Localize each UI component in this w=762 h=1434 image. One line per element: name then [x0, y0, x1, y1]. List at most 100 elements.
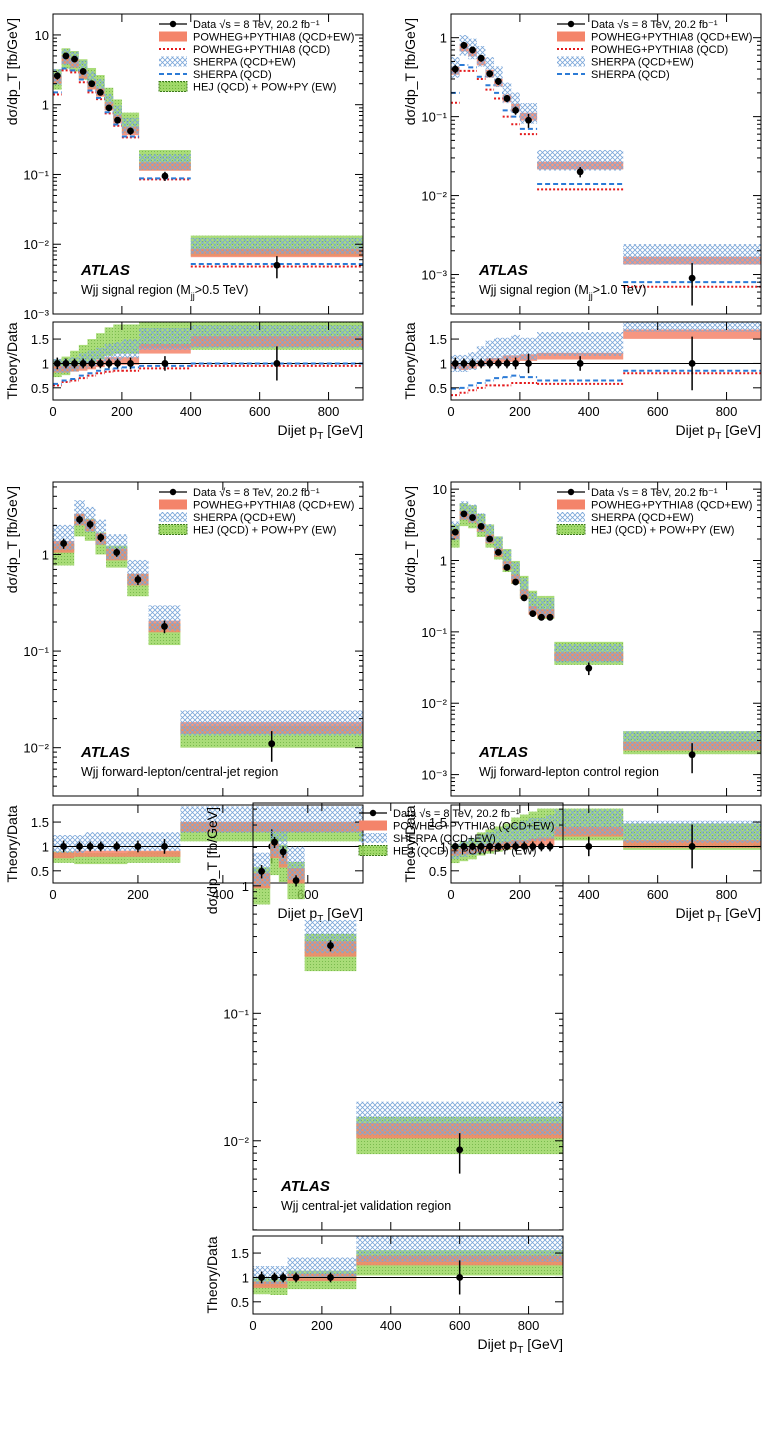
- legend-item-powheg_qcdew: POWHEG+PYTHIA8 (QCD+EW): [359, 820, 554, 833]
- legend-label: SHERPA (QCD+EW): [193, 57, 296, 69]
- ratio-data-point: [279, 1274, 287, 1281]
- sherpa-qcdew-band: [485, 524, 495, 543]
- sherpa-qcdew-band: [545, 598, 555, 617]
- legend-item-data: Data √s = 8 TeV, 20.2 fb⁻¹: [557, 19, 718, 31]
- sherpa-qcdew-band: [485, 57, 495, 78]
- legend-data-marker: [169, 20, 177, 28]
- sherpa-qcdew-band: [95, 519, 107, 545]
- hej-ratio-band: [148, 851, 181, 863]
- y-tick-label: 10⁻¹: [421, 110, 447, 125]
- x-tick-label: 800: [518, 1318, 540, 1333]
- legend: Data √s = 8 TeV, 20.2 fb⁻¹POWHEG+PYTHIA8…: [556, 487, 752, 537]
- data-point: [460, 41, 468, 49]
- x-axis-label: Dijet pT [GeV]: [676, 422, 761, 442]
- ratio-plot-area: [253, 1236, 563, 1295]
- legend-label: Data √s = 8 TeV, 20.2 fb⁻¹: [393, 808, 520, 820]
- data-point: [486, 535, 494, 543]
- sherpa-qcdew-band: [53, 524, 75, 551]
- ratio-y-tick-label: 0.5: [231, 1295, 249, 1310]
- sherpa-qcdew-ratio-band: [190, 325, 363, 348]
- ratio-data-point: [71, 360, 78, 367]
- sherpa-qcdew-band: [106, 534, 128, 560]
- ratio-data-point: [161, 843, 168, 850]
- main-plot-frame: [450, 13, 762, 315]
- data-point: [688, 274, 696, 282]
- sherpa-qcdew-band: [287, 846, 305, 881]
- ratio-y-axis-label: Theory/Data: [402, 322, 418, 399]
- sherpa-qcdew-ratio-band: [121, 339, 140, 359]
- legend-powheg-qcdew-swatch: [159, 31, 187, 42]
- x-tick-label: 400: [212, 887, 234, 902]
- x-tick-label: 600: [249, 404, 271, 419]
- sherpa-qcdew-ratio-band: [502, 337, 512, 360]
- data-point: [79, 68, 87, 75]
- y-axis-label: dσ/dp_T [fb/GeV]: [4, 18, 20, 125]
- data-point: [469, 46, 476, 54]
- legend-item-hej: HEJ (QCD) + POW+PY (EW): [358, 845, 536, 858]
- ratio-plot-frame: [52, 804, 364, 884]
- y-tick-label: 1: [440, 554, 447, 569]
- x-axis-label: Dijet pT [GeV]: [278, 422, 363, 442]
- data-point: [113, 549, 121, 556]
- legend-label: Data √s = 8 TeV, 20.2 fb⁻¹: [591, 487, 718, 499]
- atlas-label: ATLAS: [478, 744, 528, 761]
- sherpa-qcdew-band: [528, 592, 538, 612]
- legend: Data √s = 8 TeV, 20.2 fb⁻¹POWHEG+PYTHIA8…: [158, 487, 354, 537]
- ratio-data-point: [520, 843, 528, 850]
- legend-hej-swatch: [556, 524, 586, 535]
- x-axis-label: Dijet pT [GeV]: [278, 905, 363, 925]
- data-point: [538, 613, 545, 621]
- sherpa-qcdew-ratio-band: [528, 817, 538, 841]
- data-point: [477, 523, 485, 530]
- region-label-tail: >1.0 TeV): [593, 283, 647, 297]
- ratio-y-axis-label: Theory/Data: [4, 322, 20, 399]
- data-point: [271, 838, 278, 846]
- x-axis-label-main: Dijet p: [676, 422, 716, 438]
- sherpa-qcdew-ratio-band: [494, 337, 503, 360]
- ratio-data-point: [486, 360, 494, 367]
- powheg-qcdew-ratio-band: [253, 1281, 271, 1288]
- ratio-data-point: [113, 843, 121, 850]
- data-point: [451, 528, 459, 536]
- ratio-data-point: [486, 843, 494, 850]
- legend-item-hej: HEJ (QCD) + POW+PY (EW): [556, 524, 734, 537]
- ratio-data-point: [576, 360, 584, 367]
- legend-item-powheg_qcdew: POWHEG+PYTHIA8 (QCD+EW): [159, 499, 354, 512]
- legend-label: HEJ (QCD) + POW+PY (EW): [591, 525, 734, 537]
- data-point: [161, 172, 169, 180]
- legend-label: POWHEG+PYTHIA8 (QCD): [193, 44, 330, 56]
- hej-ratio-band: [113, 324, 122, 354]
- ratio-data-point: [585, 843, 593, 850]
- data-point: [688, 751, 696, 759]
- legend-item-sherpa_qcdew: SHERPA (QCD+EW): [159, 56, 296, 69]
- y-tick-label: 10⁻³: [421, 768, 447, 783]
- ratio-y-tick-label: 1.5: [31, 815, 49, 830]
- y-tick-label: 1: [42, 98, 49, 113]
- atlas-label: ATLAS: [80, 744, 130, 761]
- ratio-data-point: [292, 1274, 300, 1281]
- ratio-data-point: [477, 843, 485, 850]
- y-tick-label: 10⁻²: [421, 696, 447, 711]
- sherpa-qcdew-ratio-band: [623, 322, 761, 332]
- sherpa-qcdew-ratio-band: [96, 347, 105, 365]
- ratio-plot-area: [451, 808, 761, 869]
- ratio-data-point: [538, 843, 545, 850]
- x-axis-label-sub: T: [317, 914, 323, 925]
- main-plot-frame: [52, 481, 364, 797]
- x-tick-label: 0: [49, 887, 56, 902]
- ratio-data-point: [512, 843, 519, 850]
- legend-label: HEJ (QCD) + POW+PY (EW): [393, 846, 536, 858]
- ratio-y-tick-label: 1.5: [231, 1246, 249, 1261]
- y-tick-label: 1: [440, 31, 447, 46]
- sherpa-qcdew-band: [494, 536, 503, 556]
- ratio-y-axis-label: Theory/Data: [204, 1236, 220, 1313]
- legend-powheg-qcdew-swatch: [557, 499, 585, 510]
- ratio-data-point: [60, 843, 68, 850]
- main-plot: 10⁻³ 10⁻² 10⁻¹ 1 10 dσ/dp_T [fb/GeV] Data √s =…: [4, 13, 364, 322]
- y-tick-label: 1: [42, 547, 49, 562]
- panel-5: 10⁻² 10⁻¹ 1 dσ/dp_T [fb/GeV] Data √s = 8 TeV…: [204, 802, 564, 1356]
- ratio-y-tick-label: 1.5: [429, 815, 447, 830]
- ratio-data-point: [546, 843, 554, 850]
- y-tick-label: 10⁻²: [223, 1134, 249, 1149]
